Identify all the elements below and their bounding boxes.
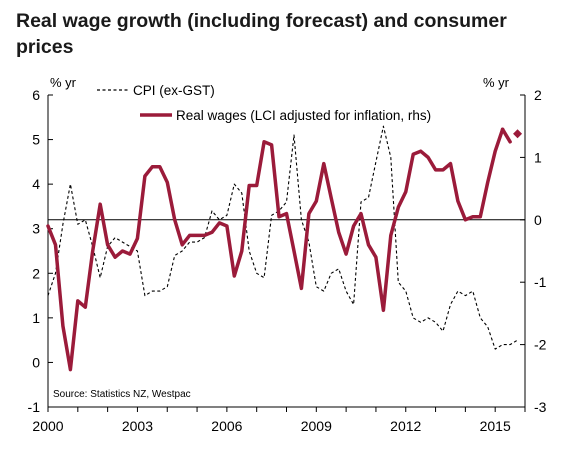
x-tick-label: 2009 [301, 418, 332, 434]
real-wages-line [46, 127, 505, 372]
real-wages-forecast-marker [513, 129, 523, 139]
left-tick-label: 1 [32, 310, 40, 326]
legend-real-wages-label: Real wages (LCI adjusted for inflation, … [176, 108, 431, 123]
right-tick-label: -3 [534, 399, 547, 415]
legend-cpi-label: CPI (ex-GST) [133, 83, 215, 98]
right-tick-label: 2 [534, 87, 542, 103]
x-tick-label: 2012 [390, 418, 421, 434]
right-tick-label: 0 [534, 212, 542, 228]
left-tick-label: -1 [28, 399, 41, 415]
chart-source: Source: Statistics NZ, Westpac [53, 389, 191, 400]
left-tick-label: 5 [32, 132, 40, 148]
right-axis-unit: % yr [483, 75, 510, 90]
left-tick-label: 0 [32, 354, 40, 370]
x-tick-label: 2015 [480, 418, 511, 434]
right-tick-label: -2 [534, 337, 547, 353]
left-tick-label: 6 [32, 87, 40, 103]
chart-legend: CPI (ex-GST) Real wages (LCI adjusted fo… [97, 83, 431, 123]
chart-axes [47, 95, 526, 408]
left-tick-label: 2 [32, 265, 40, 281]
x-tick-label: 2003 [122, 418, 153, 434]
x-tick-label: 2000 [32, 418, 63, 434]
cpi-line [47, 125, 518, 350]
real-wages-forecast-line [500, 127, 512, 144]
right-tick-label: -1 [534, 274, 547, 290]
chart-series [46, 125, 523, 372]
right-tick-label: 1 [534, 149, 542, 165]
left-tick-label: 3 [32, 221, 40, 237]
chart-title: Real wage growth (including forecast) an… [16, 10, 507, 58]
left-axis-unit: % yr [50, 75, 77, 90]
x-tick-label: 2006 [211, 418, 242, 434]
chart-ticks: -1 0 1 2 3 4 5 6 -3 -2 -1 0 1 2 2000 2003 2006 2009 2012 20… [28, 87, 547, 434]
left-tick-label: 4 [32, 176, 40, 192]
